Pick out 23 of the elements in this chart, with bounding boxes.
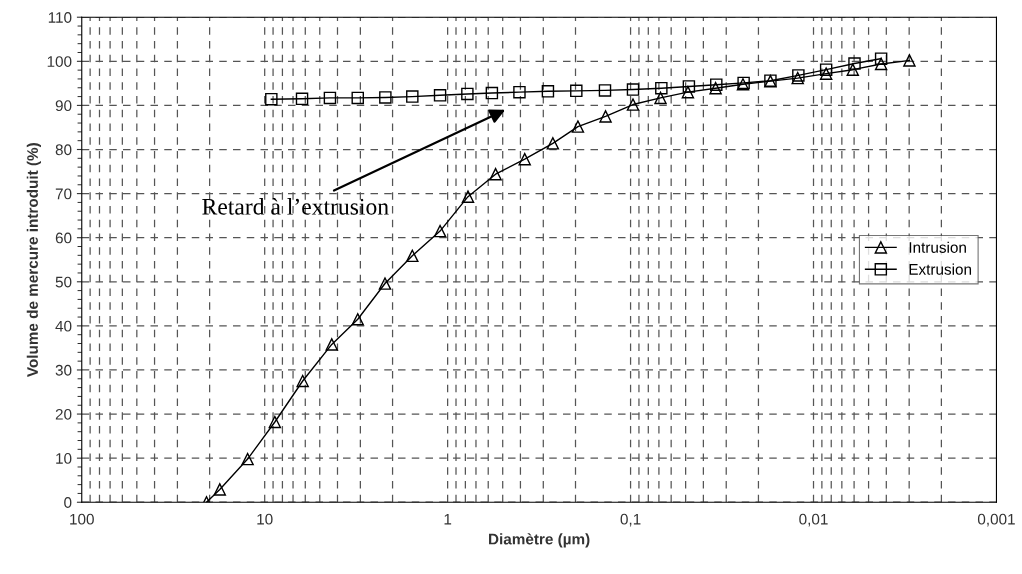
legend-label: Intrusion [909, 241, 966, 253]
x-tick-label: 0,01 [799, 513, 828, 527]
x-tick-label: 0,001 [977, 513, 1015, 527]
y-tick-label: 10 [56, 453, 72, 464]
y-tick-label: 50 [55, 276, 72, 288]
x-tick-label: 10 [257, 513, 273, 525]
y-tick-label: 70 [55, 188, 72, 200]
annotation: Retard à l’extrusion [202, 198, 389, 215]
y-tick-label: 40 [55, 320, 72, 332]
y-axis-title: Volume de mercure introduit (%) [26, 143, 41, 378]
legend-label: Extrusion [909, 263, 972, 275]
y-tick-label: 60 [55, 232, 72, 244]
y-tick-label: 0 [64, 497, 72, 508]
x-tick-label: 0,1 [620, 513, 641, 527]
y-tick-label: 30 [55, 364, 72, 376]
x-axis-title: Diamètre (µm) [489, 533, 590, 548]
y-tick-label: 110 [48, 12, 72, 23]
x-tick-label: 100 [70, 513, 94, 525]
y-tick-label: 90 [55, 100, 72, 112]
y-tick-label: 100 [47, 56, 72, 67]
y-tick-label: 20 [55, 408, 72, 420]
y-tick-label: 80 [55, 144, 72, 156]
x-tick-label: 1 [444, 513, 452, 525]
